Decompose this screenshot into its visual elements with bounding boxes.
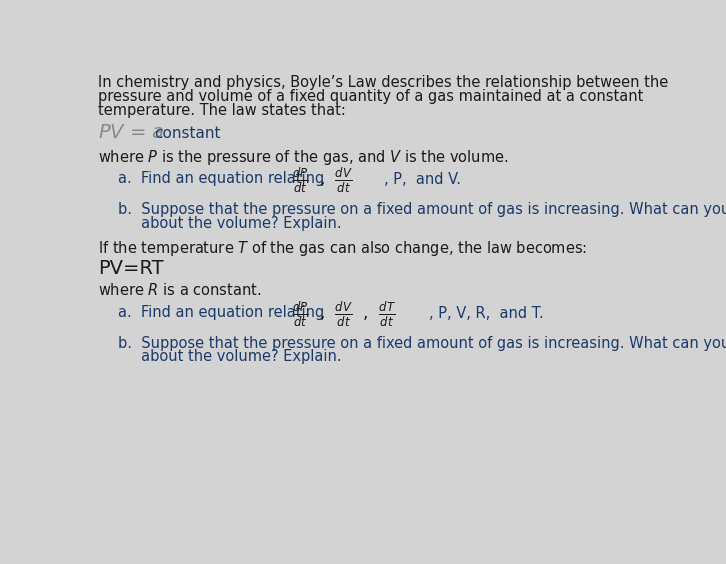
- Text: where $\mathit{P}$ is the pressure of the gas, and $\mathit{V}$ is the volume.: where $\mathit{P}$ is the pressure of th…: [99, 148, 509, 167]
- Text: In chemistry and physics, Boyle’s Law describes the relationship between the: In chemistry and physics, Boyle’s Law de…: [99, 76, 669, 90]
- Text: pressure and volume of a fixed quantity of a gas maintained at a constant: pressure and volume of a fixed quantity …: [99, 89, 644, 104]
- Text: b.  Suppose that the pressure on a fixed amount of gas is increasing. What can y: b. Suppose that the pressure on a fixed …: [118, 202, 726, 217]
- Text: , P,  and V.: , P, and V.: [384, 173, 461, 187]
- Text: where $\mathit{R}$ is a constant.: where $\mathit{R}$ is a constant.: [99, 282, 262, 298]
- Text: a.  Find an equation relating: a. Find an equation relating: [118, 171, 324, 186]
- Text: temperature. The law states that:: temperature. The law states that:: [99, 103, 346, 118]
- Text: PV=RT: PV=RT: [99, 259, 164, 277]
- Text: a.  Find an equation relating: a. Find an equation relating: [118, 305, 324, 320]
- Text: b.  Suppose that the pressure on a fixed amount of gas is increasing. What can y: b. Suppose that the pressure on a fixed …: [118, 336, 726, 351]
- Text: about the volume? Explain.: about the volume? Explain.: [118, 350, 341, 364]
- Text: , P, V, R,  and T.: , P, V, R, and T.: [428, 306, 543, 321]
- Text: If the temperature $\mathit{T}$ of the gas can also change, the law becomes:: If the temperature $\mathit{T}$ of the g…: [99, 239, 587, 258]
- Text: $\mathit{PV}$ = $\mathit{a}$: $\mathit{PV}$ = $\mathit{a}$: [99, 123, 165, 142]
- Text: about the volume? Explain.: about the volume? Explain.: [118, 215, 341, 231]
- Text: $\frac{dP}{dt}$  ,  $\frac{dV}{dt}$: $\frac{dP}{dt}$ , $\frac{dV}{dt}$: [293, 166, 353, 196]
- Text: constant: constant: [155, 126, 221, 141]
- Text: $\frac{dP}{dt}$  ,  $\frac{dV}{dt}$  ,  $\frac{dT}{dt}$: $\frac{dP}{dt}$ , $\frac{dV}{dt}$ , $\fr…: [293, 300, 396, 329]
